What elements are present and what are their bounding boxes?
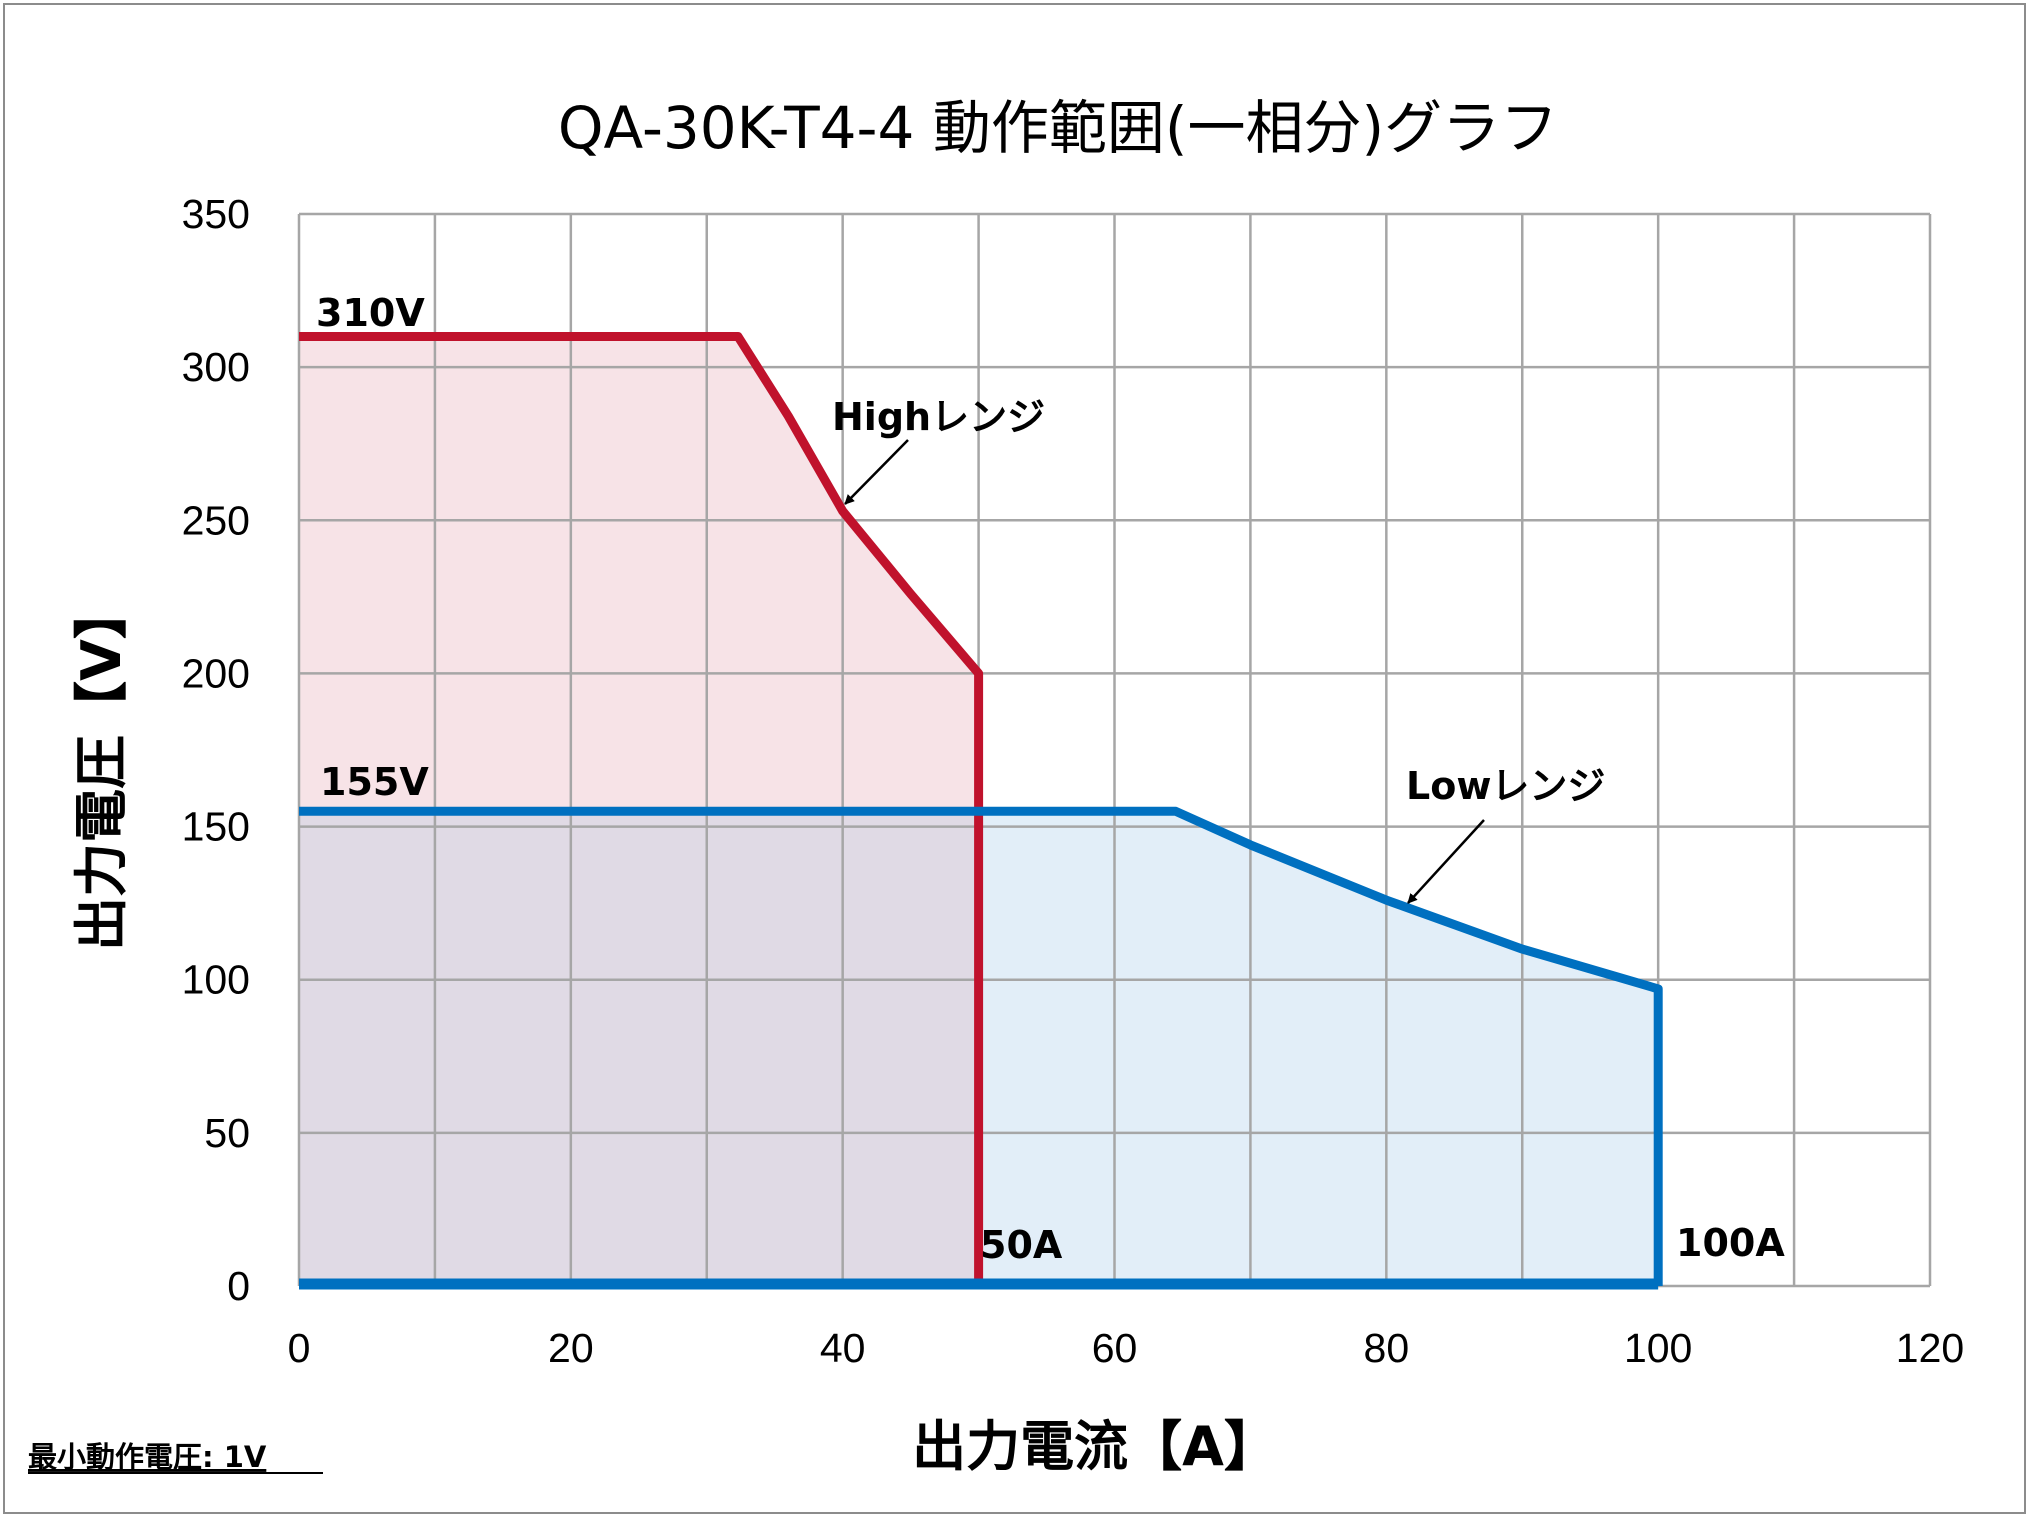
footnote-min-voltage: 最小動作電圧: 1V [28,1440,267,1474]
x-tick-label: 80 [1364,1325,1410,1371]
y-tick-label: 150 [182,804,250,850]
x-tick-label: 120 [1896,1325,1964,1371]
grid [297,212,1932,1288]
x-tick-label: 0 [288,1325,311,1371]
y-tick-label: 0 [227,1263,250,1309]
y-axis-title: 出力電圧【V】 [70,585,133,951]
chart-title: QA-30K-T4-4 動作範囲(一相分)グラフ [558,94,1558,162]
y-tick-label: 50 [204,1110,250,1156]
y-tick-label: 200 [182,650,250,696]
series-lines [299,332,1663,1290]
annotation-310v: 310V [316,291,425,335]
y-axis-ticks: 0 50 100 150 200 250 300 350 [182,191,250,1309]
x-tick-label: 60 [1092,1325,1138,1371]
x-axis-title: 出力電流【A】 [912,1415,1278,1478]
annotation-100a: 100A [1676,1221,1785,1265]
high-range-arrow [844,439,909,505]
series-line-0 [299,332,984,1286]
chart-frame [3,3,2026,1514]
y-tick-label: 100 [182,957,250,1003]
annotation-high-range: Highレンジ [832,395,1045,439]
y-tick-label: 250 [182,497,250,543]
annotation-50a: 50A [980,1223,1063,1267]
annotation-low-range: Lowレンジ [1406,764,1605,808]
x-tick-label: 100 [1624,1325,1692,1371]
series-line-1 [299,806,1663,1286]
low-range-arrow [1407,819,1485,904]
x-axis-ticks: 0 20 40 60 80 100 120 [288,1325,1965,1371]
annotation-155v: 155V [320,760,429,804]
y-tick-label: 300 [182,344,250,390]
x-tick-label: 40 [820,1325,866,1371]
x-tick-label: 20 [548,1325,594,1371]
overlap-fill [299,811,979,1286]
y-tick-label: 350 [182,191,250,237]
